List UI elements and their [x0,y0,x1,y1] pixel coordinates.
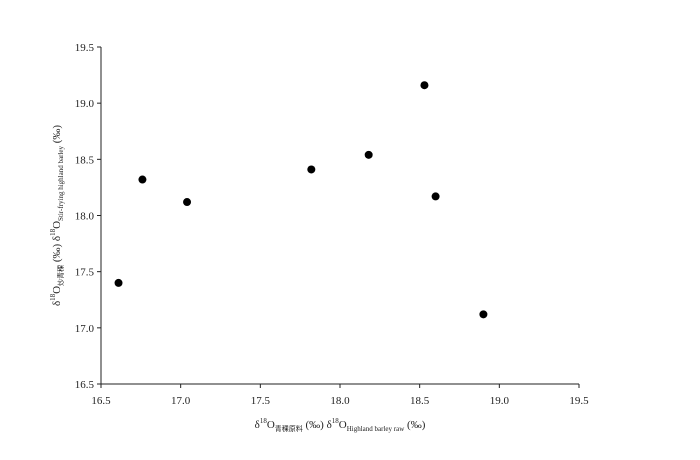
data-point [364,150,373,159]
x-tick-label: 18.5 [410,395,430,407]
x-tick-label: 17.5 [251,395,271,407]
x-axis-ticks: 16.5 17.0 17.5 18.0 18.5 19.0 19.5 [91,384,589,407]
x-tick-label: 18.0 [330,395,350,407]
y-axis-ticks: 16.5 17.0 17.5 18.0 18.5 19.0 19.5 [75,42,101,391]
y-tick-label: 17.0 [75,323,95,335]
data-point [479,310,488,319]
y-tick-label: 18.5 [75,154,95,166]
data-point [138,175,147,184]
axes [100,47,579,385]
data-point [420,81,429,90]
x-tick-label: 16.5 [91,395,111,407]
y-tick-label: 17.5 [75,267,95,279]
y-tick-label: 19.5 [75,42,95,54]
y-axis-title: δ18O炒青稞 (‰) δ18OStir-frying highland bar… [49,125,65,306]
x-tick-label: 19.0 [490,395,510,407]
y-tick-label: 18.0 [75,211,95,223]
x-tick-label: 17.0 [171,395,191,407]
data-point [183,198,192,207]
y-tick-label: 19.0 [75,98,95,110]
data-point [307,165,316,174]
y-tick-label: 16.5 [75,379,95,391]
x-axis-title: δ18O青稞原料 (‰) δ18OHighland barley raw (‰) [255,417,426,433]
data-point [431,192,440,201]
x-tick-label: 19.5 [569,395,589,407]
data-point [114,278,123,287]
data-points [114,81,488,319]
